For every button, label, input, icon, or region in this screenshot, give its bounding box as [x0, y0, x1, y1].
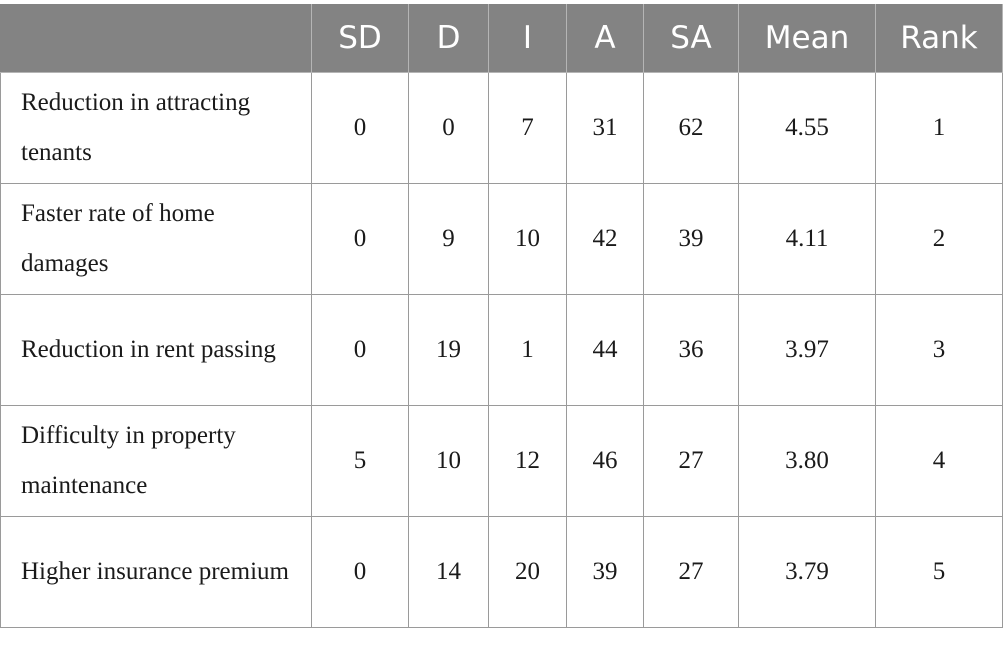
- cell-i: 12: [488, 405, 567, 517]
- cell-rank: 1: [875, 72, 1003, 184]
- cell-mean: 3.97: [738, 294, 876, 406]
- cell-a: 42: [566, 183, 644, 295]
- row-label: Reduction in rent passing: [0, 294, 312, 406]
- cell-sa: 27: [643, 516, 739, 628]
- cell-d: 14: [408, 516, 489, 628]
- cell-i: 20: [488, 516, 567, 628]
- cell-rank: 2: [875, 183, 1003, 295]
- row-label: Reduction in attracting tenants: [0, 72, 312, 184]
- cell-i: 1: [488, 294, 567, 406]
- cell-a: 39: [566, 516, 644, 628]
- table-row: Faster rate of home damages 0 9 10 42 39…: [0, 183, 1003, 295]
- header-row: SD D I A SA Mean Rank: [0, 4, 1003, 73]
- cell-sd: 0: [311, 516, 409, 628]
- table-row: Higher insurance premium 0 14 20 39 27 3…: [0, 516, 1003, 628]
- header-cell-i: I: [488, 4, 567, 73]
- header-cell-sd: SD: [311, 4, 409, 73]
- cell-sd: 0: [311, 183, 409, 295]
- cell-sa: 39: [643, 183, 739, 295]
- header-cell-sa: SA: [643, 4, 739, 73]
- cell-rank: 5: [875, 516, 1003, 628]
- cell-sa: 27: [643, 405, 739, 517]
- row-label: Difficulty in property maintenance: [0, 405, 312, 517]
- cell-sd: 0: [311, 72, 409, 184]
- cell-i: 10: [488, 183, 567, 295]
- cell-mean: 3.80: [738, 405, 876, 517]
- header-cell-item: [0, 4, 312, 73]
- cell-sa: 36: [643, 294, 739, 406]
- cell-sa: 62: [643, 72, 739, 184]
- cell-a: 31: [566, 72, 644, 184]
- cell-mean: 4.55: [738, 72, 876, 184]
- row-label: Higher insurance premium: [0, 516, 312, 628]
- cell-rank: 3: [875, 294, 1003, 406]
- cell-d: 19: [408, 294, 489, 406]
- cell-d: 0: [408, 72, 489, 184]
- cell-rank: 4: [875, 405, 1003, 517]
- table-row: Difficulty in property maintenance 5 10 …: [0, 405, 1003, 517]
- cell-i: 7: [488, 72, 567, 184]
- header-cell-mean: Mean: [738, 4, 876, 73]
- cell-mean: 4.11: [738, 183, 876, 295]
- cell-sd: 0: [311, 294, 409, 406]
- header-cell-d: D: [408, 4, 489, 73]
- cell-mean: 3.79: [738, 516, 876, 628]
- cell-a: 44: [566, 294, 644, 406]
- cell-sd: 5: [311, 405, 409, 517]
- cell-d: 9: [408, 183, 489, 295]
- cell-a: 46: [566, 405, 644, 517]
- header-cell-rank: Rank: [875, 4, 1003, 73]
- table-row: Reduction in attracting tenants 0 0 7 31…: [0, 72, 1003, 184]
- header-cell-a: A: [566, 4, 644, 73]
- survey-results-table: SD D I A SA Mean Rank Reduction in attra…: [0, 4, 1003, 628]
- row-label: Faster rate of home damages: [0, 183, 312, 295]
- cell-d: 10: [408, 405, 489, 517]
- table-row: Reduction in rent passing 0 19 1 44 36 3…: [0, 294, 1003, 406]
